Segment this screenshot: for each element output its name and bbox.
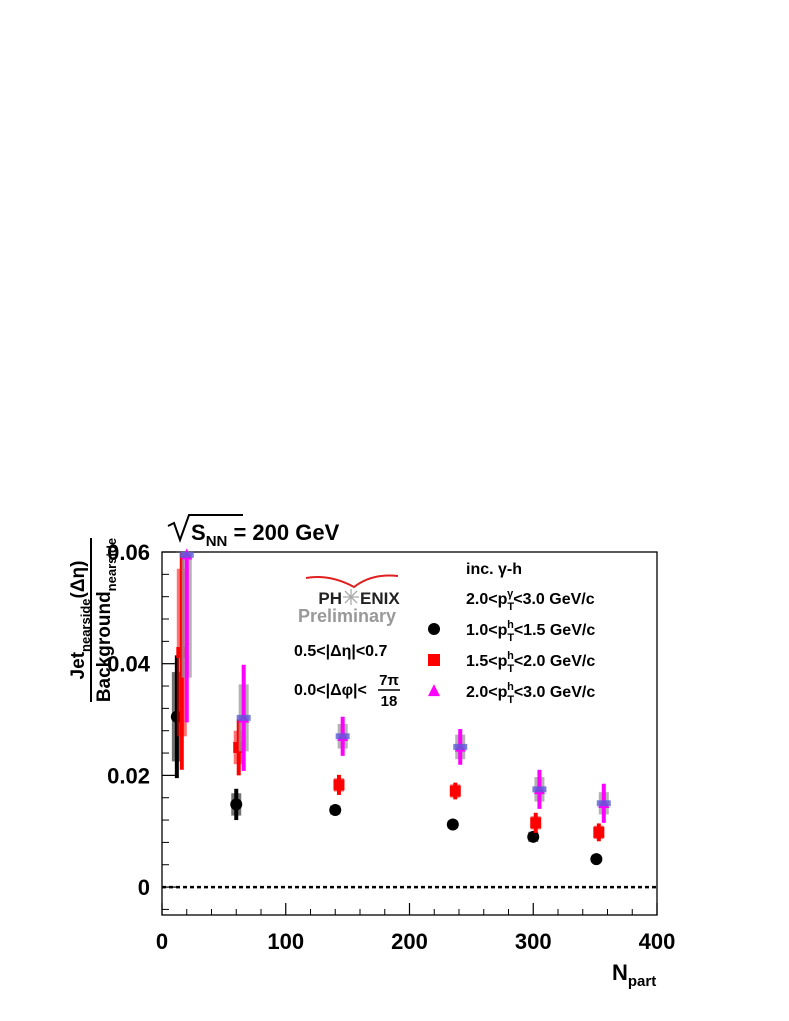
ylabel-num-sub: nearside [78, 598, 93, 651]
data-point [333, 779, 345, 791]
sys-cap-mark [236, 714, 251, 721]
logo-sub: Preliminary [298, 606, 396, 626]
sys-cap-mark [453, 743, 468, 750]
data-point [329, 804, 342, 817]
legend-entries: 1.0<pTh<1.5 GeV/c 1.5<pTh<2.0 GeV/c 2.0<pT… [428, 619, 595, 706]
legend-trigger: 2.0<pTγ<3.0 GeV/c [466, 588, 595, 613]
x-tick-label: 300 [515, 929, 552, 954]
ylabel-num-tail: (Δη) [68, 561, 89, 599]
legend-trigger-suffix: <3.0 GeV/c [513, 591, 594, 608]
logo-pre: PH [318, 589, 342, 608]
data-point [593, 826, 605, 838]
xlabel-main: N [612, 960, 628, 985]
series-3 [179, 548, 611, 823]
x-tick-label: 200 [391, 929, 428, 954]
data-point [449, 785, 461, 797]
phenix-logo: PH ENIX Preliminary [298, 574, 400, 626]
legend-marker [428, 623, 440, 635]
sys-cap-mark [179, 551, 194, 558]
svg-text:Jetnearside(Δη): Jetnearside(Δη) [68, 561, 93, 680]
sqrt-sign-icon [167, 514, 243, 543]
x-tick-label: 400 [639, 929, 676, 954]
x-axis-label: Npart [612, 960, 656, 990]
title-sub: NN [206, 533, 228, 550]
y-tick-label: 0 [138, 875, 150, 900]
legend-label: 1.5<pTh<2.0 GeV/c [466, 650, 595, 675]
svg-text:Backgroundnearside: Backgroundnearside [94, 538, 119, 702]
phenix-star-icon [343, 589, 359, 605]
sys-cap-mark [335, 733, 350, 740]
ylabel-den: Background [94, 591, 115, 702]
chart-title: SNN = 200 GeV [167, 514, 340, 550]
x-tick-label: 0 [156, 929, 168, 954]
legend-label: 2.0<pTh<3.0 GeV/c [466, 681, 595, 706]
phenix-bird-icon [305, 574, 399, 589]
ylabel-den-sub: nearside [104, 538, 119, 591]
legend-header: inc. γ-h [466, 561, 522, 578]
data-point [590, 853, 603, 866]
title-main: S [191, 520, 206, 545]
sys-cap-mark [532, 786, 547, 793]
legend-trigger-sub: T [507, 601, 514, 613]
title-tail: = 200 GeV [227, 520, 339, 545]
dphi-annotation: 0.0<|Δφ|< 7π 18 [294, 672, 400, 710]
xlabel-sub: part [628, 973, 656, 990]
data-points [170, 548, 611, 866]
dphi-prefix: 0.0<|Δφ|< [294, 682, 367, 699]
dphi-den: 18 [381, 693, 398, 710]
legend-marker [428, 654, 440, 666]
legend-marker [428, 684, 440, 697]
y-tick-label: 0.04 [107, 652, 151, 677]
deta-annotation: 0.5<|Δη|<0.7 [294, 643, 388, 660]
svg-text:SNN = 200 GeV: SNN = 200 GeV [191, 520, 340, 550]
x-tick-label: 100 [267, 929, 304, 954]
legend-label: 1.0<pTh<1.5 GeV/c [466, 619, 595, 644]
ylabel-num: Jet [68, 651, 89, 679]
dphi-num: 7π [379, 672, 399, 689]
legend: inc. γ-h 2.0<pTγ<3.0 GeV/c 1.0<pTh<1.5 G… [428, 561, 595, 706]
legend-trigger-sup: γ [507, 588, 514, 600]
axes: 0 100 200 300 400 0 0.02 0.04 0.06 [107, 540, 675, 954]
data-point [527, 830, 540, 843]
logo-post: ENIX [360, 589, 400, 608]
legend-trigger-prefix: 2.0<p [466, 591, 508, 608]
data-point [530, 817, 542, 829]
y-tick-label: 0.02 [107, 763, 150, 788]
y-tick-label: 0.06 [107, 540, 150, 565]
data-point [446, 818, 459, 831]
data-point [230, 798, 243, 811]
sys-cap-mark [596, 800, 611, 807]
y-axis-label: Jetnearside(Δη) Backgroundnearside [68, 538, 119, 702]
